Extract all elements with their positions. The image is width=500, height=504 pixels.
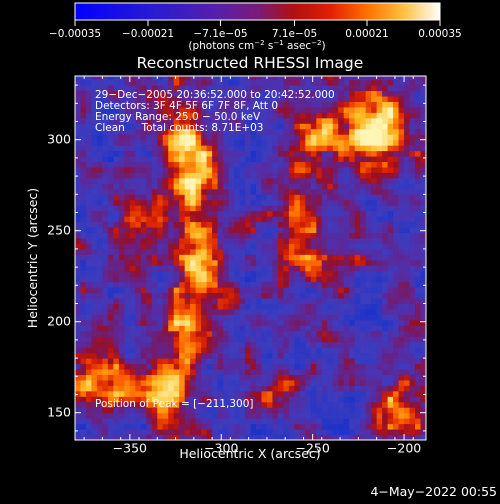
info-annotations: 29−Dec−2005 20:36:52.000 to 20:42:52.000…: [95, 89, 335, 410]
y-tick-label: 250: [47, 223, 71, 238]
heatmap-image: [75, 76, 426, 440]
colorbar-tick-label: −0.00021: [122, 28, 174, 40]
colorbar-ticks: −0.00035 −0.00021 −7.1e−05 7.1e−05 0.00021 0.…: [49, 20, 462, 40]
info-time-range: 29−Dec−2005 20:36:52.000 to 20:42:52.000: [95, 89, 335, 101]
plot-frame: [74, 75, 427, 441]
info-detectors: Detectors: 3F 4F 5F 6F 7F 8F, Att 0: [95, 100, 278, 112]
x-axis-label: Heliocentric X (arcsec): [179, 446, 320, 461]
peak-position-label: Position of Peak = [−211,300]: [95, 398, 254, 410]
x-tick-label: −250: [295, 441, 329, 456]
x-tick-label: −200: [387, 441, 421, 456]
colorbar-units: (photons cm−2 s−1 asec−2): [188, 39, 325, 52]
colorbar-tick-label: 0.00035: [418, 28, 461, 40]
x-tick-label: −300: [204, 441, 238, 456]
y-tick-label: 200: [47, 314, 71, 329]
colorbar-tick-label: −0.00035: [49, 28, 101, 40]
colorbar-gradient: [74, 2, 441, 21]
chart-title: Reconstructed RHESSI Image: [137, 54, 364, 72]
y-axis: 150 200 250 300: [47, 84, 426, 432]
colorbar-tick-label: 7.1e−05: [272, 28, 317, 40]
y-tick-label: 300: [47, 132, 71, 147]
info-total-counts: Clean Total counts: 8.71E+03: [95, 122, 264, 134]
footer-date: 4−May−2022 00:55: [370, 484, 497, 499]
x-tick-label: −350: [113, 441, 147, 456]
info-energy-range: Energy Range: 25.0 − 50.0 keV: [95, 111, 261, 123]
y-axis-label: Heliocentric Y (arcsec): [25, 188, 40, 328]
colorbar-tick-label: −7.1e−05: [193, 28, 247, 40]
y-tick-label: 150: [47, 405, 71, 420]
colorbar: −0.00035 −0.00021 −7.1e−05 7.1e−05 0.00021 0.…: [49, 2, 462, 52]
x-axis: −350 −300 −250 −200: [83, 76, 421, 456]
colorbar-tick-label: 0.00021: [345, 28, 388, 40]
